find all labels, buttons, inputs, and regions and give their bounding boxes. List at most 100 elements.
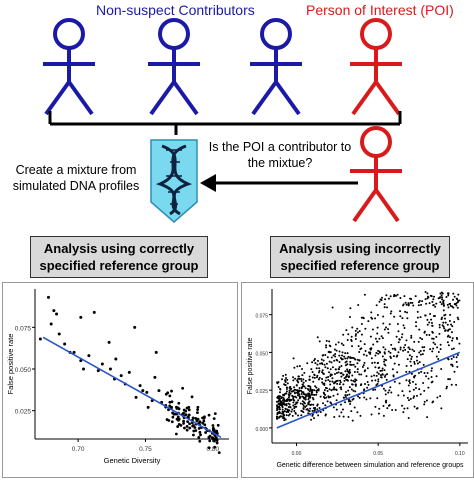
data-point	[359, 414, 362, 417]
data-point	[423, 346, 426, 349]
data-point	[450, 357, 453, 360]
data-point	[455, 356, 458, 359]
data-point	[308, 375, 311, 378]
data-point	[312, 403, 315, 406]
data-point	[430, 381, 433, 384]
data-point	[397, 341, 400, 344]
data-point	[418, 328, 421, 331]
data-point	[329, 374, 332, 377]
data-point	[421, 300, 424, 303]
data-point	[177, 401, 181, 405]
data-point	[355, 333, 358, 336]
data-point	[421, 346, 424, 349]
data-point	[419, 350, 422, 353]
data-point	[447, 306, 450, 309]
data-point	[138, 384, 142, 388]
data-point	[201, 421, 205, 425]
data-point	[197, 427, 201, 430]
data-point	[279, 411, 282, 414]
data-point	[46, 295, 50, 299]
data-point	[403, 326, 406, 329]
data-point	[371, 317, 374, 320]
data-point	[406, 358, 409, 361]
data-point	[279, 415, 282, 418]
data-point	[114, 357, 118, 361]
data-point	[389, 386, 392, 389]
data-point	[397, 351, 400, 354]
data-point	[296, 365, 299, 368]
data-point	[182, 422, 186, 425]
data-point	[377, 352, 380, 355]
data-point	[435, 355, 438, 358]
data-point	[396, 354, 399, 357]
data-point	[302, 411, 305, 414]
data-point	[374, 337, 377, 340]
data-point	[360, 333, 363, 336]
data-point	[146, 405, 150, 409]
data-point	[410, 357, 413, 360]
data-point	[315, 391, 318, 394]
data-point	[383, 375, 386, 378]
data-point	[309, 385, 312, 388]
y-tick-label: 0.025	[255, 389, 268, 395]
data-point	[376, 397, 379, 400]
data-point	[185, 406, 189, 410]
data-point	[191, 424, 195, 428]
data-point	[323, 363, 326, 366]
data-point	[377, 349, 380, 352]
dna-tube-icon	[150, 139, 198, 223]
data-point	[419, 316, 422, 319]
data-point	[323, 389, 326, 392]
data-point	[188, 422, 191, 426]
data-point	[397, 330, 400, 333]
data-point	[357, 395, 360, 398]
data-point	[277, 400, 280, 403]
data-point	[435, 302, 438, 305]
data-point	[440, 318, 443, 321]
data-point	[196, 408, 200, 412]
data-point	[322, 395, 325, 398]
data-point	[211, 437, 215, 441]
data-point	[276, 381, 279, 384]
data-point	[288, 386, 291, 389]
data-point	[452, 298, 455, 301]
data-point	[301, 403, 304, 406]
data-point	[455, 361, 458, 364]
data-point	[392, 295, 395, 298]
data-point	[190, 395, 194, 399]
data-point	[342, 373, 345, 376]
data-point	[399, 310, 402, 313]
data-point	[301, 400, 304, 403]
data-point	[306, 362, 309, 365]
data-point	[276, 412, 279, 415]
data-point	[439, 301, 442, 304]
data-point	[447, 294, 450, 297]
data-point	[432, 400, 435, 403]
data-point	[182, 419, 185, 423]
data-point	[456, 354, 459, 357]
data-point	[334, 352, 337, 355]
data-point	[57, 332, 61, 336]
data-point	[317, 388, 320, 391]
data-point	[332, 354, 335, 357]
data-point	[282, 396, 285, 399]
data-point	[360, 323, 363, 326]
data-point	[440, 294, 443, 297]
data-point	[449, 336, 452, 339]
data-point	[438, 332, 441, 335]
data-point	[324, 354, 327, 357]
data-point	[437, 297, 440, 300]
data-point	[341, 351, 344, 354]
data-point	[349, 307, 352, 310]
data-point	[386, 373, 389, 376]
data-point	[344, 357, 347, 360]
right-panel-title: Analysis using incorrectly specified ref…	[270, 236, 450, 278]
data-point	[286, 378, 289, 381]
data-point	[343, 377, 346, 380]
data-point	[353, 370, 356, 373]
data-point	[324, 366, 327, 369]
data-point	[281, 408, 284, 411]
data-point	[294, 412, 297, 415]
data-point	[211, 424, 215, 427]
data-point	[365, 398, 368, 401]
